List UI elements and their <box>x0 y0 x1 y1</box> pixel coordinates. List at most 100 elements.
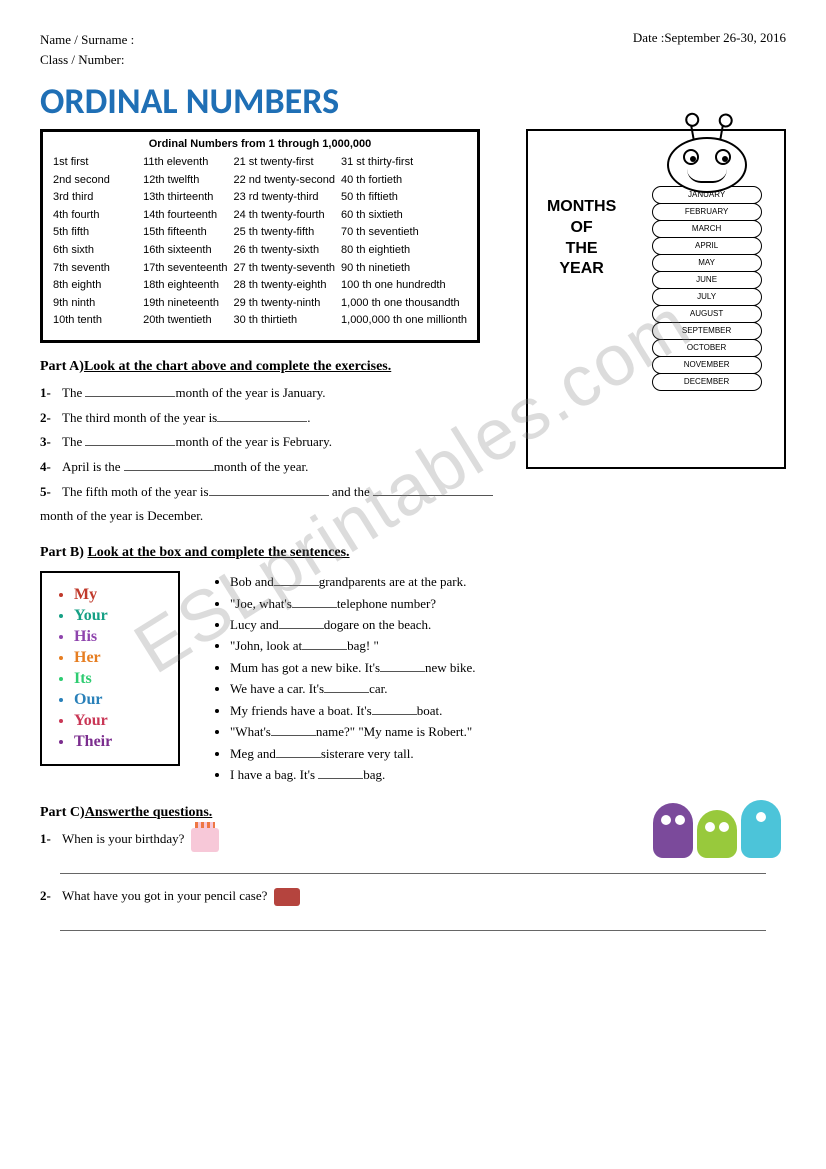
q1-num: 1- <box>40 827 62 852</box>
sentence-list: Bob andgrandparents are at the park."Joe… <box>210 571 476 785</box>
part-a-prefix: Part A) <box>40 359 84 374</box>
chart-entry: 23 rd twenty-third <box>234 189 336 207</box>
blank[interactable] <box>318 767 363 779</box>
chart-entry: 11th eleventh <box>143 154 227 172</box>
chart-entry: 90 th ninetieth <box>341 260 467 278</box>
months-title-area: MONTHS OF THE YEAR <box>534 137 629 280</box>
q2-text: What have you got in your pencil case? <box>62 888 267 903</box>
blank[interactable] <box>292 596 337 608</box>
a2: The third month of the year is <box>62 410 217 425</box>
part-a-title: Look at the chart above and complete the… <box>84 359 391 374</box>
part-c-title: Answerthe questions. <box>85 805 213 820</box>
sentence-item: My friends have a boat. It'sboat. <box>230 700 476 721</box>
month-segment: APRIL <box>652 237 762 255</box>
blank[interactable] <box>279 617 324 629</box>
blank[interactable] <box>380 660 425 672</box>
blank[interactable] <box>274 574 319 586</box>
header-right: Date :September 26-30, 2016 <box>633 30 786 69</box>
mt4: YEAR <box>547 259 616 280</box>
smile-icon <box>687 169 727 183</box>
part-b-heading: Part B) Look at the box and complete the… <box>40 545 786 561</box>
month-segment: MAY <box>652 254 762 272</box>
answer-line[interactable] <box>60 913 766 931</box>
blank[interactable] <box>373 484 493 496</box>
pencilcase-icon <box>274 888 300 906</box>
part-a-item-5: 5-The fifth moth of the year is and the … <box>40 480 512 529</box>
top-content-row: Ordinal Numbers from 1 through 1,000,000… <box>40 129 786 529</box>
chart-entry: 24 th twenty-fourth <box>234 207 336 225</box>
a5b: and the <box>329 484 373 499</box>
sentence-item: Mum has got a new bike. It'snew bike. <box>230 657 476 678</box>
chart-entry: 5th fifth <box>53 224 137 242</box>
sentence-item: "What'sname?" "My name is Robert." <box>230 721 476 742</box>
chart-entry: 4th fourth <box>53 207 137 225</box>
month-segment: SEPTEMBER <box>652 322 762 340</box>
blank[interactable] <box>217 410 307 422</box>
blank[interactable] <box>276 746 321 758</box>
chart-col-4: 31 st thirty-first40 th fortieth50 th fi… <box>341 154 467 330</box>
date-value: September 26-30, 2016 <box>664 30 786 45</box>
pronoun-item: Our <box>74 691 164 709</box>
sentence-item: Meg andsisterare very tall. <box>230 743 476 764</box>
chart-entry: 31 st thirty-first <box>341 154 467 172</box>
chart-entry: 25 th twenty-fifth <box>234 224 336 242</box>
blank[interactable] <box>372 703 417 715</box>
a1a: The <box>62 385 85 400</box>
sentence-item: Lucy anddogare on the beach. <box>230 614 476 635</box>
part-a-item-4: 4-April is the month of the year. <box>40 455 512 480</box>
monster-blue-icon <box>741 800 781 858</box>
caterpillar-head <box>667 137 747 193</box>
month-segments: JANUARYFEBRUARYMARCHAPRILMAYJUNEJULYAUGU… <box>652 187 762 391</box>
q2-num: 2- <box>40 884 62 909</box>
chart-col-1: 1st first2nd second3rd third4th fourth5t… <box>53 154 137 330</box>
month-segment: JUNE <box>652 271 762 289</box>
a5c: month of the year is December. <box>40 508 203 523</box>
month-segment: JULY <box>652 288 762 306</box>
chart-entry: 19th nineteenth <box>143 295 227 313</box>
blank[interactable] <box>209 484 329 496</box>
blank[interactable] <box>85 435 175 447</box>
month-segment: OCTOBER <box>652 339 762 357</box>
caterpillar: JANUARYFEBRUARYMARCHAPRILMAYJUNEJULYAUGU… <box>635 137 778 391</box>
months-title: MONTHS OF THE YEAR <box>547 197 616 280</box>
chart-entry: 14th fourteenth <box>143 207 227 225</box>
chart-entry: 12th twelfth <box>143 172 227 190</box>
chart-title: Ordinal Numbers from 1 through 1,000,000 <box>53 138 467 150</box>
chart-entry: 50 th fiftieth <box>341 189 467 207</box>
chart-entry: 60 th sixtieth <box>341 207 467 225</box>
chart-entry: 80 th eightieth <box>341 242 467 260</box>
monster-purple-icon <box>653 803 693 858</box>
antenna-icon <box>719 121 724 139</box>
chart-entry: 18th eighteenth <box>143 277 227 295</box>
chart-entry: 1,000 th one thousandth <box>341 295 467 313</box>
a1b: month of the year is January. <box>175 385 325 400</box>
pronoun-item: Your <box>74 607 164 625</box>
name-label: Name / Surname : <box>40 30 134 50</box>
chart-entry: 2nd second <box>53 172 137 190</box>
part-a-list: 1-The month of the year is January. 2-Th… <box>40 381 512 529</box>
pronoun-item: His <box>74 628 164 646</box>
sentence-item: We have a car. It'scar. <box>230 678 476 699</box>
pronoun-item: Her <box>74 649 164 667</box>
chart-entry: 28 th twenty-eighth <box>234 277 336 295</box>
months-box: MONTHS OF THE YEAR JANUARYFEBRUARYMARCHA… <box>526 129 786 469</box>
month-segment: AUGUST <box>652 305 762 323</box>
answer-line[interactable] <box>60 856 766 874</box>
chart-entry: 30 th thirtieth <box>234 312 336 330</box>
ordinal-chart: Ordinal Numbers from 1 through 1,000,000… <box>40 129 480 343</box>
blank[interactable] <box>302 639 347 651</box>
chart-entry: 1st first <box>53 154 137 172</box>
blank[interactable] <box>271 724 316 736</box>
blank[interactable] <box>85 385 175 397</box>
blank[interactable] <box>324 682 369 694</box>
class-label: Class / Number: <box>40 50 134 70</box>
chart-col-3: 21 st twenty-first22 nd twenty-second23 … <box>234 154 336 330</box>
mt1: MONTHS <box>547 197 616 218</box>
chart-entry: 100 th one hundredth <box>341 277 467 295</box>
chart-entry: 1,000,000 th one millionth <box>341 312 467 330</box>
monsters-icon <box>653 800 781 858</box>
blank[interactable] <box>124 459 214 471</box>
chart-entry: 40 th fortieth <box>341 172 467 190</box>
chart-entry: 10th tenth <box>53 312 137 330</box>
pronoun-box: MyYourHisHerItsOurYourTheir <box>40 571 180 766</box>
